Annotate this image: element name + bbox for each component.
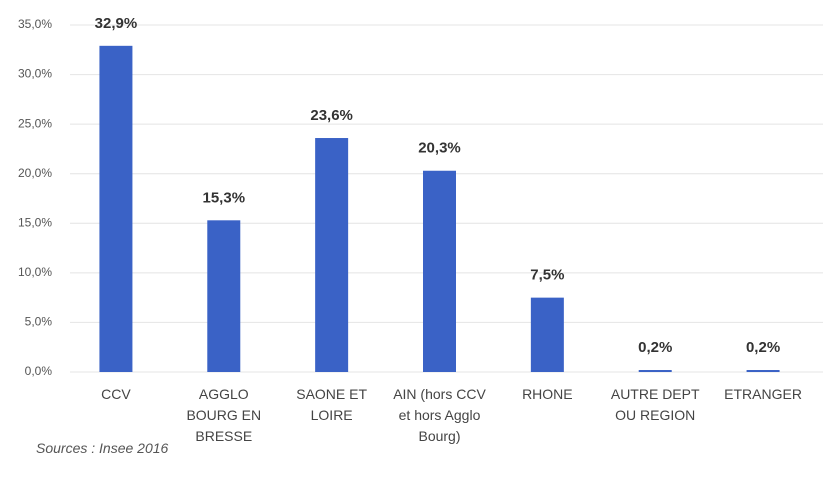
x-tick-label: RHONE (522, 386, 573, 402)
data-label: 20,3% (418, 140, 461, 157)
data-label: 0,2% (746, 339, 780, 356)
bar (746, 370, 780, 372)
y-tick-label: 35,0% (18, 17, 52, 31)
bar (207, 220, 241, 372)
y-tick-label: 10,0% (18, 265, 52, 279)
bar (530, 297, 564, 372)
y-tick-label: 20,0% (18, 166, 52, 180)
x-tick-label: AUTRE DEPT OU REGION (610, 386, 700, 423)
bar (638, 370, 672, 372)
x-tick-label: CCV (101, 386, 131, 402)
bar (423, 170, 456, 372)
y-tick-label: 25,0% (18, 116, 52, 130)
data-label: 32,9% (95, 15, 138, 32)
data-label: 0,2% (638, 339, 672, 356)
y-tick-label: 30,0% (18, 67, 52, 81)
source-note: Sources : Insee 2016 (36, 440, 169, 456)
x-tick-label: AGGLO BOURG EN BRESSE (186, 386, 262, 444)
y-tick-label: 5,0% (25, 315, 53, 329)
y-tick-label: 0,0% (25, 364, 53, 378)
x-tick-label: AIN (hors CCV et hors Agglo Bourg) (393, 386, 486, 444)
data-label: 23,6% (310, 107, 353, 124)
data-label: 15,3% (203, 189, 246, 206)
x-tick-label: SAONE ET LOIRE (296, 386, 368, 423)
data-label: 7,5% (530, 267, 564, 284)
x-tick-label: ETRANGER (724, 386, 802, 402)
bar (99, 45, 133, 372)
bar (315, 138, 349, 372)
y-tick-label: 15,0% (18, 215, 52, 229)
